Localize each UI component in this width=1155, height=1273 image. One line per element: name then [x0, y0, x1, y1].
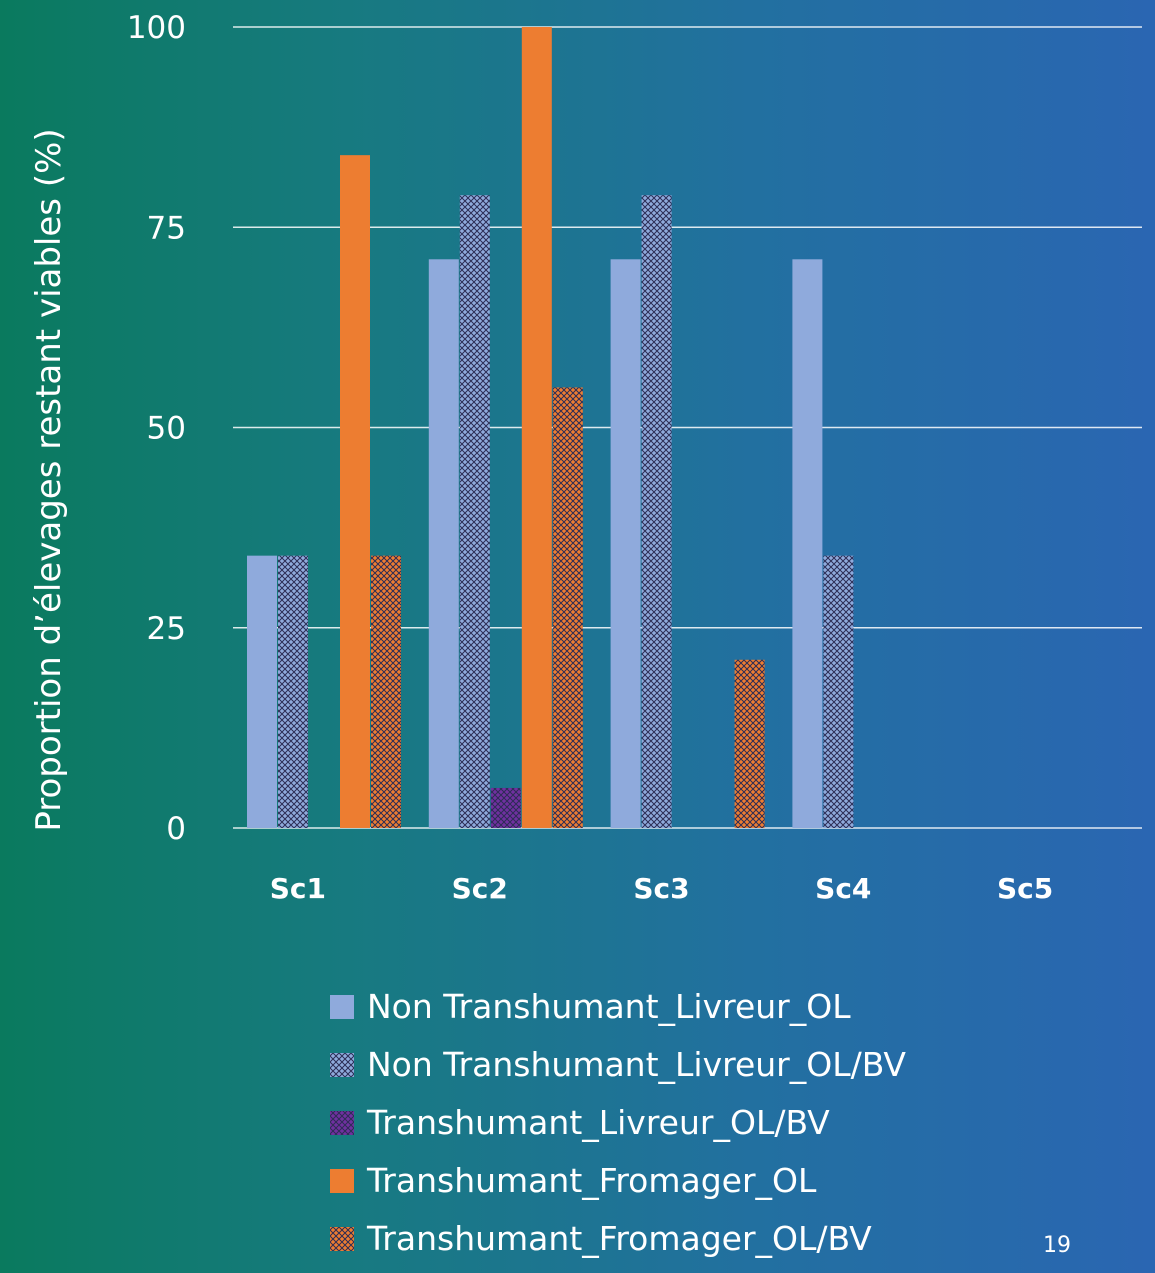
- bar: [428, 259, 459, 828]
- bar: [371, 555, 401, 828]
- legend-swatch: [330, 1053, 354, 1077]
- y-tick-label: 0: [166, 811, 186, 847]
- y-tick-label: 50: [147, 411, 186, 447]
- legend-entry: Non Transhumant_Livreur_OL/BV: [367, 1045, 906, 1084]
- y-axis-label: Proportion d’élevages restant viables (%…: [29, 128, 69, 831]
- legend-entry: Non Transhumant_Livreur_OL: [367, 987, 851, 1026]
- page-number: 19: [1043, 1233, 1071, 1258]
- x-tick-label: Sc4: [815, 872, 871, 905]
- bar: [734, 659, 765, 828]
- bar: [552, 387, 583, 828]
- y-tick-label: 25: [147, 611, 186, 647]
- y-tick-label: 75: [147, 210, 186, 246]
- y-tick-label: 100: [127, 10, 186, 46]
- bar: [792, 259, 823, 828]
- bar: [641, 195, 672, 828]
- x-tick-label: Sc3: [633, 872, 689, 905]
- legend-swatch: [330, 995, 354, 1019]
- legend-swatch: [330, 1111, 354, 1135]
- bar: [459, 195, 490, 828]
- legend-entry: Transhumant_Livreur_OL/BV: [366, 1103, 830, 1142]
- x-tick-label: Sc5: [997, 872, 1053, 905]
- axis-layer: 0 25 50 75 100 Sc1 Sc2 Sc3 Sc4 Sc5: [127, 10, 1053, 905]
- bar: [247, 555, 277, 828]
- bar: [823, 555, 854, 828]
- bar: [490, 787, 521, 828]
- x-tick-label: Sc1: [270, 872, 326, 905]
- bar: [278, 555, 308, 828]
- legend-swatch: [330, 1169, 354, 1193]
- bar: [340, 155, 370, 828]
- bars-layer: [247, 27, 854, 828]
- legend-swatch: [330, 1227, 354, 1251]
- bar: [521, 27, 552, 828]
- legend-entry: Transhumant_Fromager_OL: [366, 1161, 817, 1200]
- legend: Non Transhumant_Livreur_OL Non Transhuman…: [330, 987, 906, 1258]
- x-tick-label: Sc2: [452, 872, 508, 905]
- legend-entry: Transhumant_Fromager_OL/BV: [366, 1219, 872, 1258]
- bar: [610, 259, 641, 828]
